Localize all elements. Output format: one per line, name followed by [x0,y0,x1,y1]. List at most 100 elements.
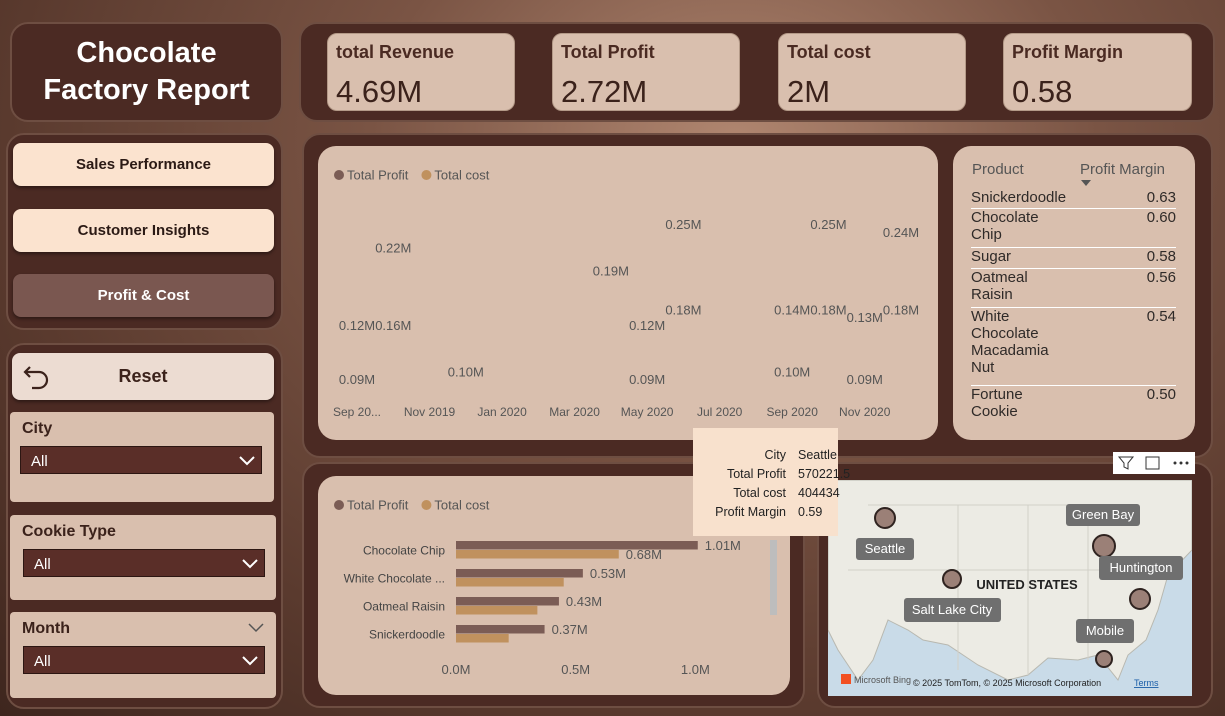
cell: White Chocolate Macadamia Nut [971,308,1049,376]
legend-marker [421,500,432,510]
focus-icon[interactable] [1145,456,1160,470]
legend-marker [421,170,432,180]
tooltip-value: 404434 [798,486,840,500]
chevron [248,623,264,633]
nav-button[interactable]: Customer Insights [13,209,274,252]
tooltip-value: Seattle [798,448,837,462]
table-row: Chocolate Chip 0.60 [971,208,1176,243]
data-label: 0.18M [883,302,919,317]
x-tick-label: 0.0M [442,662,471,677]
filter-label: Month [22,620,70,637]
table-row: White Chocolate Macadamia Nut 0.54 [971,307,1176,376]
kpi-card: Total cost 2M [778,33,966,111]
kpi-label: Total cost [787,42,871,62]
dropdown[interactable]: All [23,549,265,577]
reset-icon [23,366,49,390]
city-label: Mobile [1086,623,1124,638]
x-tick-label: Sep 20... [333,405,381,419]
bar [456,541,698,550]
data-label: 0.25M [665,217,701,232]
cell: 0.50 [1146,386,1176,403]
data-label: 0.25M [810,217,846,232]
title: Chocolate Factory Report [43,37,250,106]
map: Seattle Green Bay Huntington Salt Lake C… [828,480,1192,696]
data-label: 0.37M [552,622,588,637]
bar [456,625,545,634]
dropdown[interactable]: All [20,446,262,474]
x-tick-label: Jan 2020 [477,405,527,419]
sort-arrow [1081,180,1091,186]
x-tick-label: Jul 2020 [697,405,743,419]
tooltip-key: Total Profit [726,467,786,481]
reset-button[interactable]: Reset [12,353,274,400]
kpi-value: 2M [787,74,831,109]
title-box: Chocolate Factory Report [10,22,283,122]
cell: Sugar [971,248,1012,265]
cell: Oatmeal Raisin [971,269,1028,303]
table-header: Product [972,161,1024,178]
bar [456,606,538,615]
x-tick-label: 1.0M [681,662,710,677]
nav-button[interactable]: Profit & Cost [13,274,274,317]
city-label: Salt Lake City [912,602,993,617]
cell: Chocolate Chip [971,209,1039,243]
reset-label: Reset [118,366,168,386]
legend-label: Total Profit [347,168,409,183]
kpi-value: 2.72M [561,74,648,109]
cell: Fortune Cookie [971,386,1023,420]
filter-icon[interactable] [1117,456,1135,470]
kpi-card: Total Profit 2.72M [552,33,740,111]
data-label: 1.01M [705,538,741,553]
data-label: 0.68M [626,547,662,562]
x-tick-label: May 2020 [621,405,674,419]
map-bubble [942,569,962,589]
data-label: 0.14M [774,302,810,317]
table-row: Fortune Cookie 0.50 [971,385,1176,420]
country-label: UNITED STATES [976,577,1078,592]
visual-header [1113,452,1195,474]
table-card: Product Profit Margin Snickerdoodle 0.63 … [953,146,1195,440]
cell: 0.54 [1146,308,1176,325]
map-bubble [1095,650,1113,668]
table-row: Oatmeal Raisin 0.56 [971,268,1176,303]
tooltip-value: 570221.5 [798,467,851,481]
dropdown[interactable]: All [23,646,265,674]
data-label: 0.22M [375,240,411,255]
line-card [318,146,938,440]
table-row: Sugar 0.58 [971,247,1176,265]
data-label: 0.16M [375,318,411,333]
kpi-value: 4.69M [336,74,423,109]
city-label: Huntington [1110,560,1173,575]
filter-box: City All [10,412,274,502]
filter-box: Cookie Type All [10,515,276,600]
data-label: 0.43M [566,594,602,609]
kpi-label: Profit Margin [1012,42,1123,62]
dropdown-value: All [31,453,48,470]
tooltip-value: 0.59 [798,505,823,519]
legend-label: Total cost [434,168,489,183]
x-tick-label: Sep 2020 [767,405,819,419]
tooltip: City Seattle Total Profit 570221.5 Total c… [693,428,850,536]
x-tick-label: Nov 2020 [839,405,891,419]
bar [456,569,583,578]
bar [456,578,564,587]
data-label: 0.18M [665,302,701,317]
x-tick-label: Mar 2020 [549,405,600,419]
chevron [242,559,258,569]
y-tick-label: Chocolate Chip [363,544,445,558]
data-label: 0.12M [339,318,375,333]
data-label: 0.09M [339,372,375,387]
data-label: 0.12M [629,318,665,333]
terms-link[interactable]: Terms [1134,678,1159,688]
cell: 0.60 [1146,209,1176,226]
y-tick-label: White Chocolate ... [344,572,445,586]
kpi-card: Profit Margin 0.58 [1003,33,1192,111]
data-label: 0.13M [847,310,883,325]
nav-button[interactable]: Sales Performance [13,143,274,186]
cell: 0.56 [1146,269,1176,286]
y-tick-label: Snickerdoodle [369,628,445,642]
data-label: 0.09M [629,372,665,387]
attribution: © 2025 TomTom, © 2025 Microsoft Corporat… [913,678,1101,688]
